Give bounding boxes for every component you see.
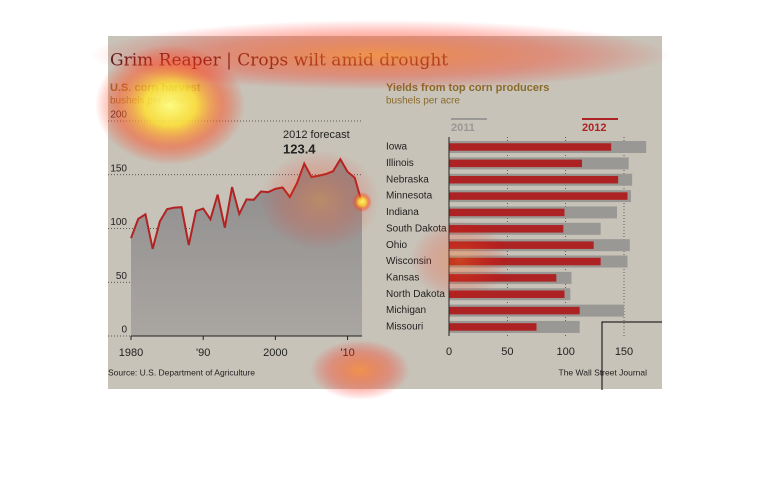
chart-title: Yields from top corn producers <box>386 82 549 94</box>
credit: The Wall Street Journal <box>559 367 648 377</box>
legend-label: 2012 <box>582 122 606 134</box>
bar <box>449 175 619 184</box>
x-tick-label: 1980 <box>119 347 143 359</box>
bar <box>449 323 537 331</box>
y-tick-label: 50 <box>116 271 128 282</box>
y-tick-label: 100 <box>110 217 127 228</box>
bar <box>449 241 594 249</box>
bar <box>449 257 601 266</box>
y-tick-label: Michigan <box>386 305 426 316</box>
x-tick-label: '10 <box>340 347 354 359</box>
bar <box>449 306 580 315</box>
bar <box>449 192 628 200</box>
y-tick-label: Ohio <box>386 240 408 251</box>
y-tick-label: Minnesota <box>386 191 433 202</box>
y-tick-label: Illinois <box>386 158 414 169</box>
chart-title: U.S. corn harvest <box>110 82 201 94</box>
source: Source: U.S. Department of Agriculture <box>108 367 255 377</box>
data-label: 123.4 <box>283 141 316 156</box>
chart-subtitle: bushels per acre <box>386 96 460 107</box>
bar <box>449 274 557 282</box>
page-title: Grim Reaper | Crops wilt amid drought <box>110 51 448 71</box>
end-point <box>359 200 365 206</box>
y-tick-label: 0 <box>121 325 127 336</box>
x-tick-label: 2000 <box>263 347 287 359</box>
y-tick-label: Indiana <box>386 207 419 218</box>
y-tick-label: Iowa <box>386 142 408 153</box>
annotation: 2012 forecast <box>283 129 350 141</box>
bar <box>449 290 565 298</box>
chart-subtitle: bushels per acre <box>110 96 184 107</box>
legend-label: 2011 <box>451 122 475 134</box>
y-tick-label: Nebraska <box>386 174 429 185</box>
y-tick-label: Wisconsin <box>386 256 432 267</box>
x-tick-label: 150 <box>615 346 633 358</box>
frame-line <box>601 321 662 390</box>
x-tick-label: 100 <box>556 346 574 358</box>
y-tick-label: North Dakota <box>386 289 445 300</box>
bar <box>449 225 564 233</box>
y-tick-label: Missouri <box>386 322 423 333</box>
bar <box>449 208 565 217</box>
y-tick-label: Kansas <box>386 273 419 284</box>
bar <box>449 143 612 151</box>
y-tick-label: South Dakota <box>386 223 447 234</box>
bar <box>449 159 582 168</box>
x-tick-label: 50 <box>501 346 513 358</box>
y-tick-label: 150 <box>110 163 127 174</box>
y-tick-label: 200 <box>110 110 127 121</box>
x-tick-label: 0 <box>446 346 452 358</box>
x-tick-label: '90 <box>196 347 210 359</box>
